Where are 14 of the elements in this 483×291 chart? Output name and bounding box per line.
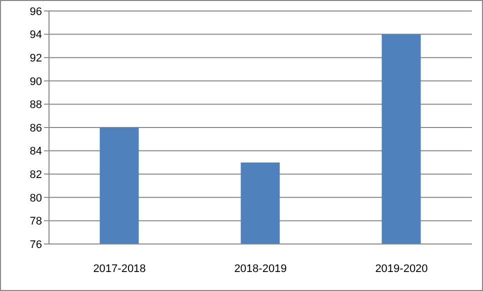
y-tick-label: 90 [30, 76, 42, 88]
y-tick-label: 92 [30, 52, 42, 65]
x-tick-label: 2018-2019 [234, 262, 287, 275]
y-tick-label: 84 [30, 146, 42, 158]
y-tick-label: 82 [30, 169, 42, 182]
y-tick-label: 88 [30, 99, 42, 112]
y-tick-label: 96 [30, 6, 42, 18]
x-tick-label: 2017-2018 [93, 262, 146, 275]
y-tick-label: 80 [30, 192, 42, 204]
x-tick-label: 2019-2020 [375, 262, 428, 275]
y-tick-label: 94 [30, 29, 42, 42]
y-tick-label: 78 [30, 216, 42, 228]
y-tick-label: 86 [30, 122, 42, 134]
y-tick-label: 76 [30, 238, 42, 251]
